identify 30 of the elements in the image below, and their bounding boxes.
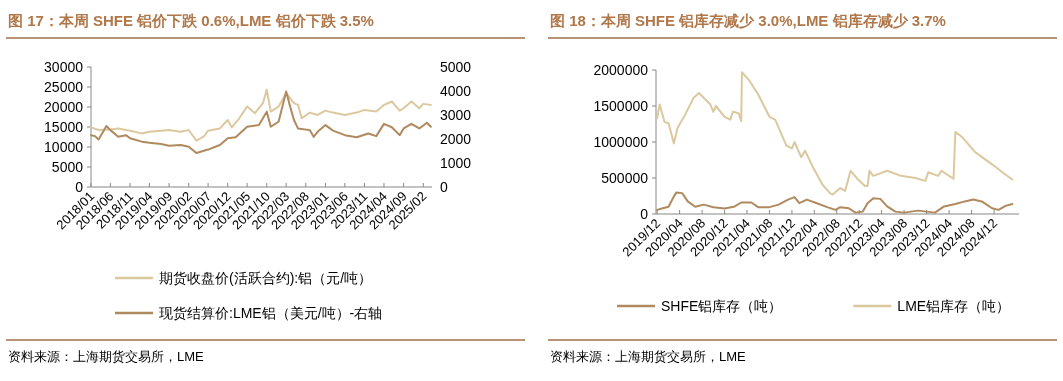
y-tick-label: 2000000 (593, 62, 649, 78)
text: 资料来源：上海期货交易所，LME (8, 349, 205, 364)
y-tick-label: 20000 (44, 99, 84, 115)
legend-label: 现货结算价:LME铝（美元/吨）-右轴 (159, 305, 383, 321)
y2-tick-label: 3000 (440, 107, 472, 123)
y2-tick-label: 1000 (440, 155, 472, 171)
y-tick-label: 25000 (44, 79, 84, 95)
legend-label: SHFE铝库存（吨） (661, 298, 783, 314)
line-series (90, 90, 432, 154)
y-tick-label: 15000 (44, 119, 84, 135)
y2-tick-label: 0 (440, 179, 448, 195)
y-tick-label: 10000 (44, 139, 84, 155)
line-series (90, 88, 432, 142)
y-tick-label: 0 (640, 206, 649, 222)
y-tick-label: 30000 (44, 59, 84, 75)
y-tick-label: 500000 (601, 170, 649, 186)
line-series (656, 191, 1014, 214)
y2-tick-label: 4000 (440, 83, 472, 99)
legend-label: LME铝库存（吨） (897, 298, 1011, 314)
legend-label: 期货收盘价(活跃合约):铝（元/吨） (159, 270, 373, 286)
y-tick-label: 5000 (51, 159, 84, 175)
y-tick-label: 1000000 (593, 134, 649, 150)
y2-tick-label: 2000 (440, 131, 472, 147)
chart-title: 图 18：本周 SHFE 铝库存减少 3.0%,LME 铝库存减少 3.7% (550, 12, 946, 29)
line-series (656, 71, 1014, 196)
y2-tick-label: 5000 (440, 59, 472, 75)
y-tick-label: 0 (75, 179, 84, 195)
text: 资料来源：上海期货交易所，LME (550, 349, 747, 364)
chart-title: 图 17：本周 SHFE 铝价下跌 0.6%,LME 铝价下跌 3.5% (8, 12, 374, 29)
y-tick-label: 1500000 (593, 98, 649, 114)
